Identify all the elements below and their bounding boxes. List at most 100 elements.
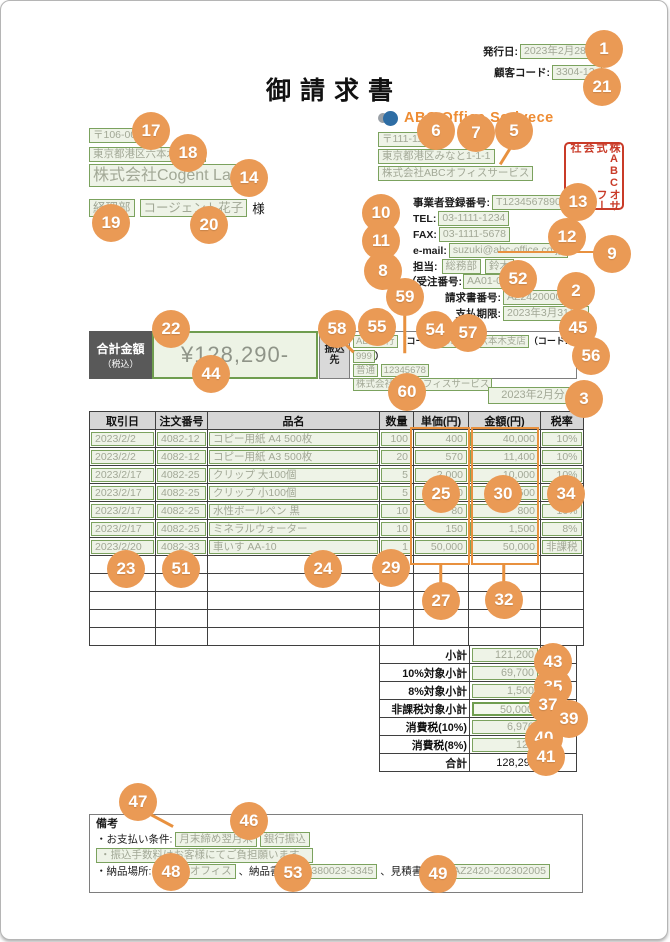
cell-qty-field[interactable]: 20 (381, 449, 412, 464)
cell-item-field[interactable]: 車いす AA-10 (209, 539, 378, 554)
annotation-marker-59[interactable]: 59 (386, 278, 424, 316)
delivery-note-number-field[interactable]: 380023-3345 (307, 864, 378, 879)
cell-qty-field[interactable]: 5 (381, 485, 412, 500)
cell-amount-field[interactable]: 50,000 (470, 539, 539, 554)
recipient-company-field[interactable]: 株式会社Cogent Labs (89, 164, 252, 187)
annotation-marker-47[interactable]: 47 (119, 783, 157, 821)
annotation-marker-13[interactable]: 13 (559, 183, 597, 221)
cell-tax-field[interactable]: 10% (542, 449, 582, 464)
annotation-marker-25[interactable]: 25 (422, 475, 460, 513)
cell-item-field[interactable]: コピー用紙 A4 500枚 (209, 431, 378, 446)
cell-date-field[interactable]: 2023/2/17 (91, 521, 154, 536)
annotation-marker-52[interactable]: 52 (499, 260, 537, 298)
cell-qty-field[interactable]: 10 (381, 521, 412, 536)
cell-date-field[interactable]: 2023/2/2 (91, 449, 154, 464)
cell-tax-field[interactable]: 非課税 (542, 539, 582, 554)
annotation-marker-44[interactable]: 44 (192, 355, 230, 393)
annotation-marker-27[interactable]: 27 (422, 582, 460, 620)
annotation-marker-30[interactable]: 30 (484, 475, 522, 513)
annotation-marker-21[interactable]: 21 (583, 68, 621, 106)
annotation-marker-22[interactable]: 22 (152, 310, 190, 348)
cell-amount-field[interactable]: 40,000 (470, 431, 539, 446)
annotation-marker-51[interactable]: 51 (162, 550, 200, 588)
annotation-marker-18[interactable]: 18 (169, 134, 207, 172)
totals-value-field[interactable]: 50,000 (472, 701, 538, 716)
annotation-marker-49[interactable]: 49 (419, 855, 457, 893)
cell-date: 2023/2/17 (89, 465, 156, 484)
tel-field[interactable]: 03-1111-1234 (438, 211, 510, 226)
cell-order-field[interactable]: 4082-25 (157, 485, 206, 500)
annotation-marker-5[interactable]: 5 (495, 112, 533, 150)
cell-qty-field[interactable]: 10 (381, 503, 412, 518)
cell-amount-field[interactable]: 1,500 (470, 521, 539, 536)
totals-value-field[interactable]: 6,970 (472, 719, 538, 734)
annotation-marker-34[interactable]: 34 (547, 475, 585, 513)
cell-item-field[interactable]: クリップ 大100個 (209, 467, 378, 482)
annotation-marker-12[interactable]: 12 (548, 218, 586, 256)
quote-number-field[interactable]: AZ2420-202302005 (449, 864, 550, 879)
annotation-marker-60[interactable]: 60 (388, 373, 426, 411)
branch-name-field[interactable]: 六本木支店 (475, 334, 529, 348)
annotation-marker-9[interactable]: 9 (593, 235, 631, 273)
cell-amount-field[interactable]: 11,400 (470, 449, 539, 464)
account-type-field[interactable]: 普通 (353, 364, 379, 377)
cell-order-field[interactable]: 4082-25 (157, 467, 206, 482)
branch-code-field[interactable]: 999 (353, 349, 375, 363)
annotation-marker-20[interactable]: 20 (190, 206, 228, 244)
cell-order-field[interactable]: 4082-12 (157, 431, 206, 446)
cell-item-field[interactable]: ミネラルウォーター (209, 521, 378, 536)
cell-item-field[interactable]: 水性ボールペン 黒 (209, 503, 378, 518)
cell-unit-field[interactable]: 570 (415, 449, 467, 464)
cell-tax-field[interactable]: 10% (542, 431, 582, 446)
annotation-marker-6[interactable]: 6 (417, 112, 455, 150)
cell-order-field[interactable]: 4082-33 (157, 539, 206, 554)
cell-unit-field[interactable]: 50,000 (415, 539, 467, 554)
annotation-marker-8[interactable]: 8 (364, 252, 402, 290)
annotation-marker-14[interactable]: 14 (230, 159, 268, 197)
annotation-marker-17[interactable]: 17 (132, 112, 170, 150)
cell-date-field[interactable]: 2023/2/20 (91, 539, 154, 554)
cell-item-field[interactable]: コピー用紙 A3 500枚 (209, 449, 378, 464)
annotation-marker-41[interactable]: 41 (527, 738, 565, 776)
annotation-marker-29[interactable]: 29 (372, 549, 410, 587)
annotation-marker-57[interactable]: 57 (449, 314, 487, 352)
annotation-marker-7[interactable]: 7 (457, 114, 495, 152)
annotation-marker-2[interactable]: 2 (557, 272, 595, 310)
cell-date-field[interactable]: 2023/2/17 (91, 467, 154, 482)
annotation-marker-1[interactable]: 1 (585, 30, 623, 68)
contact-dept-field[interactable]: 総務部 (441, 259, 481, 274)
annotation-marker-53[interactable]: 53 (274, 854, 312, 892)
cell-qty-field[interactable]: 100 (381, 431, 412, 446)
totals-value-field[interactable]: 121,200 (472, 647, 538, 662)
totals-value-field[interactable]: 69,700 (472, 665, 538, 680)
cell-date-field[interactable]: 2023/2/2 (91, 431, 154, 446)
cell-date-field[interactable]: 2023/2/17 (91, 485, 154, 500)
cell-unit-field[interactable]: 400 (415, 431, 467, 446)
annotation-marker-55[interactable]: 55 (358, 308, 396, 346)
fee-note-field[interactable]: ・振込手数料はお客様にてご負担願います。 (96, 848, 313, 863)
annotation-marker-24[interactable]: 24 (304, 550, 342, 588)
issue-date-field[interactable]: 2023年2月28日 (520, 44, 602, 59)
cell-order-field[interactable]: 4082-25 (157, 521, 206, 536)
annotation-marker-19[interactable]: 19 (92, 204, 130, 242)
fax-field[interactable]: 03-1111-5678 (438, 227, 510, 242)
cell-tax-field[interactable]: 8% (542, 521, 582, 536)
annotation-marker-3[interactable]: 3 (565, 380, 603, 418)
cell-date-field[interactable]: 2023/2/17 (91, 503, 154, 518)
cell-order-field[interactable]: 4082-25 (157, 503, 206, 518)
annotation-marker-56[interactable]: 56 (572, 337, 610, 375)
totals-value-field[interactable]: 1,500 (472, 683, 538, 698)
billing-period-field[interactable]: 2023年2月分 (488, 387, 578, 405)
cell-order-field[interactable]: 4082-12 (157, 449, 206, 464)
payment-term-2-field[interactable]: 銀行振込 (259, 832, 310, 847)
annotation-marker-32[interactable]: 32 (485, 581, 523, 619)
annotation-marker-23[interactable]: 23 (107, 550, 145, 588)
annotation-marker-58[interactable]: 58 (318, 310, 356, 348)
cell-qty-field[interactable]: 5 (381, 467, 412, 482)
annotation-marker-54[interactable]: 54 (416, 311, 454, 349)
annotation-marker-48[interactable]: 48 (152, 853, 190, 891)
cell-unit-field[interactable]: 150 (415, 521, 467, 536)
issuer-company-field[interactable]: 株式会社ABCオフィスサービス (378, 166, 534, 181)
annotation-marker-46[interactable]: 46 (230, 802, 268, 840)
cell-item-field[interactable]: クリップ 小100個 (209, 485, 378, 500)
